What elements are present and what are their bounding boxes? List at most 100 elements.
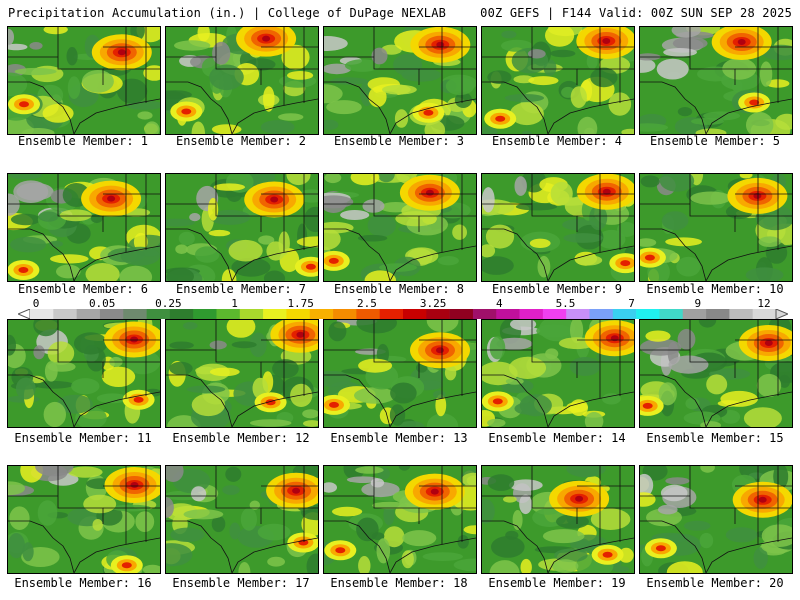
ensemble-member-label: Ensemble Member: 17 — [172, 576, 310, 590]
colorbar-tick-label: 0 — [32, 297, 40, 310]
precip-map-member-17 — [166, 466, 318, 573]
colorbar-swatch — [519, 309, 544, 319]
colorbar-left-arrow — [18, 309, 31, 319]
colorbar-swatch — [379, 309, 404, 319]
ensemble-map-member-11 — [7, 319, 161, 428]
ensemble-map-member-5 — [639, 26, 793, 135]
header-title: Precipitation Accumulation (in.) | Colle… — [8, 6, 447, 20]
ensemble-member-label: Ensemble Member: 10 — [646, 282, 784, 296]
ensemble-map-member-16 — [7, 465, 161, 574]
ensemble-member-label: Ensemble Member: 4 — [491, 134, 623, 148]
colorbar-swatch — [53, 309, 77, 319]
precip-map-member-8 — [324, 174, 476, 281]
colorbar-tick-label: 9 — [694, 297, 702, 310]
precip-map-member-1 — [8, 27, 160, 134]
precip-map-member-16 — [8, 466, 160, 573]
colorbar-right-arrow — [775, 309, 788, 319]
ensemble-member-label: Ensemble Member: 1 — [17, 134, 149, 148]
colorbar-swatch — [99, 309, 124, 319]
colorbar-swatch — [169, 309, 194, 319]
ensemble-map-member-3 — [323, 26, 477, 135]
colorbar-swatch — [333, 309, 357, 319]
ensemble-map-member-8 — [323, 173, 477, 282]
precip-map-member-6 — [8, 174, 160, 281]
ensemble-map-member-18 — [323, 465, 477, 574]
colorbar-tick-label: 12 — [757, 297, 771, 310]
ensemble-map-member-10 — [639, 173, 793, 282]
ensemble-member-label: Ensemble Member: 12 — [172, 431, 310, 445]
colorbar-swatch — [426, 309, 450, 319]
precip-map-member-2 — [166, 27, 318, 134]
colorbar-tick-label: 3.25 — [419, 297, 447, 310]
ensemble-map-member-2 — [165, 26, 319, 135]
colorbar-swatch — [472, 309, 497, 319]
ensemble-member-label: Ensemble Member: 11 — [14, 431, 152, 445]
colorbar-tick-label: 5.5 — [555, 297, 576, 310]
colorbar-swatch — [636, 309, 660, 319]
ensemble-member-label: Ensemble Member: 2 — [175, 134, 307, 148]
colorbar-swatch — [729, 309, 753, 319]
colorbar-tick-label: 1 — [231, 297, 238, 310]
colorbar-swatch — [752, 309, 777, 319]
ensemble-member-label: Ensemble Member: 19 — [488, 576, 626, 590]
precip-map-member-14 — [482, 320, 634, 427]
header-run-info: 00Z GEFS | F144 Valid: 00Z SUN SEP 28 20… — [480, 6, 792, 20]
colorbar-swatch — [659, 309, 684, 319]
colorbar-swatch — [496, 309, 520, 319]
colorbar-tick-label: 4 — [495, 297, 503, 310]
precip-map-member-5 — [640, 27, 792, 134]
colorbar-tick-label: 2.5 — [356, 297, 377, 310]
ensemble-map-member-15 — [639, 319, 793, 428]
colorbar-swatch — [123, 309, 147, 319]
ensemble-member-label: Ensemble Member: 7 — [175, 282, 307, 296]
colorbar — [18, 309, 788, 319]
ensemble-map-member-1 — [7, 26, 161, 135]
precip-map-member-15 — [640, 320, 792, 427]
colorbar-swatch — [193, 309, 217, 319]
colorbar-swatch — [356, 309, 380, 319]
ensemble-member-label: Ensemble Member: 5 — [649, 134, 781, 148]
colorbar-tick-label: 0.05 — [88, 297, 116, 310]
precip-map-member-19 — [482, 466, 634, 573]
ensemble-map-member-4 — [481, 26, 635, 135]
precip-map-member-7 — [166, 174, 318, 281]
colorbar-tick-label: 1.75 — [287, 297, 314, 310]
ensemble-member-label: Ensemble Member: 13 — [330, 431, 468, 445]
ensemble-map-member-13 — [323, 319, 477, 428]
ensemble-member-label: Ensemble Member: 8 — [333, 282, 465, 296]
colorbar-swatch — [706, 309, 730, 319]
ensemble-member-label: Ensemble Member: 15 — [646, 431, 784, 445]
colorbar-swatch — [612, 309, 637, 319]
precip-map-member-13 — [324, 320, 476, 427]
ensemble-map-member-17 — [165, 465, 319, 574]
precip-map-member-11 — [8, 320, 160, 427]
ensemble-member-label: Ensemble Member: 18 — [330, 576, 468, 590]
precip-map-member-18 — [324, 466, 476, 573]
ensemble-member-label: Ensemble Member: 14 — [488, 431, 626, 445]
colorbar-swatch — [589, 309, 614, 319]
precip-map-member-9 — [482, 174, 634, 281]
ensemble-member-label: Ensemble Member: 6 — [17, 282, 149, 296]
colorbar-swatch — [76, 309, 101, 319]
precip-map-member-20 — [640, 466, 792, 573]
colorbar-swatch — [239, 309, 264, 319]
colorbar-tick-label: 7 — [628, 297, 635, 310]
colorbar-swatch — [216, 309, 241, 319]
colorbar-swatch — [682, 309, 707, 319]
colorbar-swatch — [146, 309, 171, 319]
colorbar-swatch — [542, 309, 567, 319]
precip-map-member-3 — [324, 27, 476, 134]
colorbar-swatch — [286, 309, 311, 319]
ensemble-member-label: Ensemble Member: 9 — [491, 282, 623, 296]
ensemble-member-label: Ensemble Member: 20 — [646, 576, 784, 590]
ensemble-map-member-19 — [481, 465, 635, 574]
ensemble-map-member-7 — [165, 173, 319, 282]
colorbar-swatch — [263, 309, 287, 319]
ensemble-map-member-20 — [639, 465, 793, 574]
colorbar-swatch — [309, 309, 334, 319]
ensemble-map-member-14 — [481, 319, 635, 428]
ensemble-map-member-12 — [165, 319, 319, 428]
ensemble-map-member-6 — [7, 173, 161, 282]
colorbar-swatch — [566, 309, 590, 319]
colorbar-tick-label: 0.25 — [155, 297, 182, 310]
